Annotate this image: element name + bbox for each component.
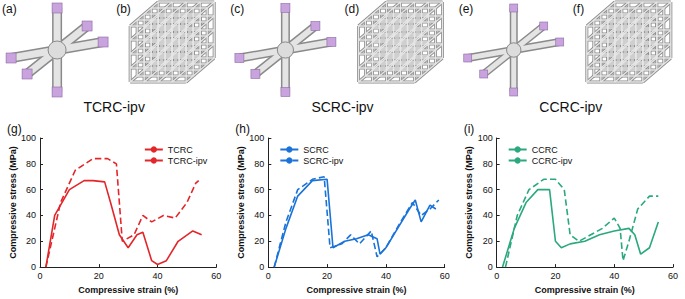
svg-text:SCRC-ipv: SCRC-ipv	[303, 156, 344, 166]
svg-text:0: 0	[259, 262, 264, 272]
svg-text:40: 40	[609, 271, 619, 281]
svg-text:60: 60	[668, 271, 678, 281]
svg-text:CCRC: CCRC	[532, 145, 558, 155]
svg-text:0: 0	[488, 262, 493, 272]
svg-text:80: 80	[483, 159, 493, 169]
svg-text:Compressive strain (%): Compressive strain (%)	[306, 285, 406, 295]
svg-text:80: 80	[26, 159, 36, 169]
svg-text:40: 40	[483, 210, 493, 220]
svg-text:TCRC-ipv: TCRC-ipv	[168, 156, 208, 166]
svg-text:20: 20	[254, 236, 264, 246]
svg-text:(f): (f)	[573, 2, 584, 16]
svg-text:(c): (c)	[230, 2, 244, 16]
svg-text:100: 100	[249, 133, 264, 143]
svg-text:(b): (b)	[116, 2, 131, 16]
svg-text:60: 60	[26, 185, 36, 195]
svg-text:20: 20	[322, 271, 332, 281]
svg-text:CCRC-ipv: CCRC-ipv	[539, 99, 602, 115]
svg-text:(i): (i)	[464, 122, 475, 136]
svg-text:Compressive strain (%): Compressive strain (%)	[78, 285, 178, 295]
svg-text:20: 20	[26, 236, 36, 246]
svg-text:(h): (h)	[235, 122, 250, 136]
svg-text:0: 0	[494, 271, 499, 281]
svg-text:60: 60	[440, 271, 450, 281]
svg-text:20: 20	[550, 271, 560, 281]
svg-text:Compressive stress (MPa): Compressive stress (MPa)	[464, 146, 474, 259]
svg-text:Compressive stress (MPa): Compressive stress (MPa)	[236, 146, 246, 259]
svg-text:(g): (g)	[7, 122, 22, 136]
svg-text:40: 40	[254, 210, 264, 220]
svg-text:40: 40	[153, 271, 163, 281]
svg-text:(e): (e)	[459, 2, 474, 16]
svg-text:0: 0	[37, 271, 42, 281]
svg-text:0: 0	[31, 262, 36, 272]
svg-text:Compressive strain (%): Compressive strain (%)	[535, 285, 635, 295]
svg-text:SCRC: SCRC	[303, 145, 329, 155]
svg-text:(a): (a)	[2, 2, 17, 16]
svg-text:100: 100	[478, 133, 493, 143]
svg-text:40: 40	[381, 271, 391, 281]
svg-text:Compressive stress (MPa): Compressive stress (MPa)	[8, 146, 18, 259]
svg-text:20: 20	[94, 271, 104, 281]
svg-text:60: 60	[483, 185, 493, 195]
svg-text:60: 60	[254, 185, 264, 195]
svg-text:CCRC-ipv: CCRC-ipv	[532, 156, 573, 166]
svg-text:(d): (d)	[345, 2, 360, 16]
svg-text:60: 60	[211, 271, 221, 281]
svg-text:SCRC-ipv: SCRC-ipv	[311, 99, 373, 115]
svg-text:TCRC: TCRC	[168, 145, 193, 155]
svg-text:100: 100	[21, 133, 36, 143]
svg-text:40: 40	[26, 210, 36, 220]
svg-text:20: 20	[483, 236, 493, 246]
svg-text:TCRC-ipv: TCRC-ipv	[83, 99, 144, 115]
svg-text:0: 0	[266, 271, 271, 281]
svg-text:80: 80	[254, 159, 264, 169]
